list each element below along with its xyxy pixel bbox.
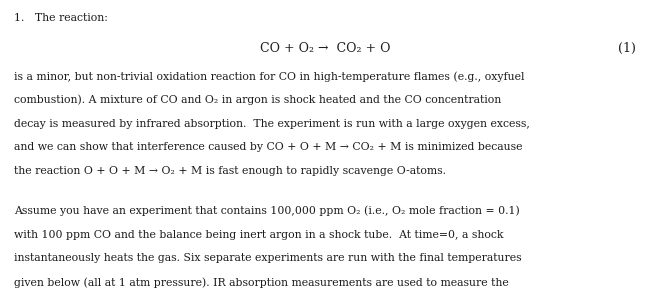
Text: given below (all at 1 atm pressure). IR absorption measurements are used to meas: given below (all at 1 atm pressure). IR … bbox=[14, 277, 509, 288]
Text: the reaction O + O + M → O₂ + M is fast enough to rapidly scavenge O-atoms.: the reaction O + O + M → O₂ + M is fast … bbox=[14, 166, 447, 176]
Text: decay is measured by infrared absorption.  The experiment is run with a large ox: decay is measured by infrared absorption… bbox=[14, 119, 530, 128]
Text: with 100 ppm CO and the balance being inert argon in a shock tube.  At time=0, a: with 100 ppm CO and the balance being in… bbox=[14, 230, 504, 240]
Text: is a minor, but non-trivial oxidation reaction for CO in high-temperature flames: is a minor, but non-trivial oxidation re… bbox=[14, 71, 525, 81]
Text: and we can show that interference caused by CO + O + M → CO₂ + M is minimized be: and we can show that interference caused… bbox=[14, 142, 523, 152]
Text: instantaneously heats the gas. Six separate experiments are run with the final t: instantaneously heats the gas. Six separ… bbox=[14, 253, 522, 263]
Text: CO + O₂ →  CO₂ + O: CO + O₂ → CO₂ + O bbox=[260, 42, 390, 55]
Text: (1): (1) bbox=[618, 42, 636, 55]
Text: 1.   The reaction:: 1. The reaction: bbox=[14, 13, 108, 23]
Text: combustion). A mixture of CO and O₂ in argon is shock heated and the CO concentr: combustion). A mixture of CO and O₂ in a… bbox=[14, 95, 502, 105]
Text: Assume you have an experiment that contains 100,000 ppm O₂ (i.e., O₂ mole fracti: Assume you have an experiment that conta… bbox=[14, 206, 520, 216]
